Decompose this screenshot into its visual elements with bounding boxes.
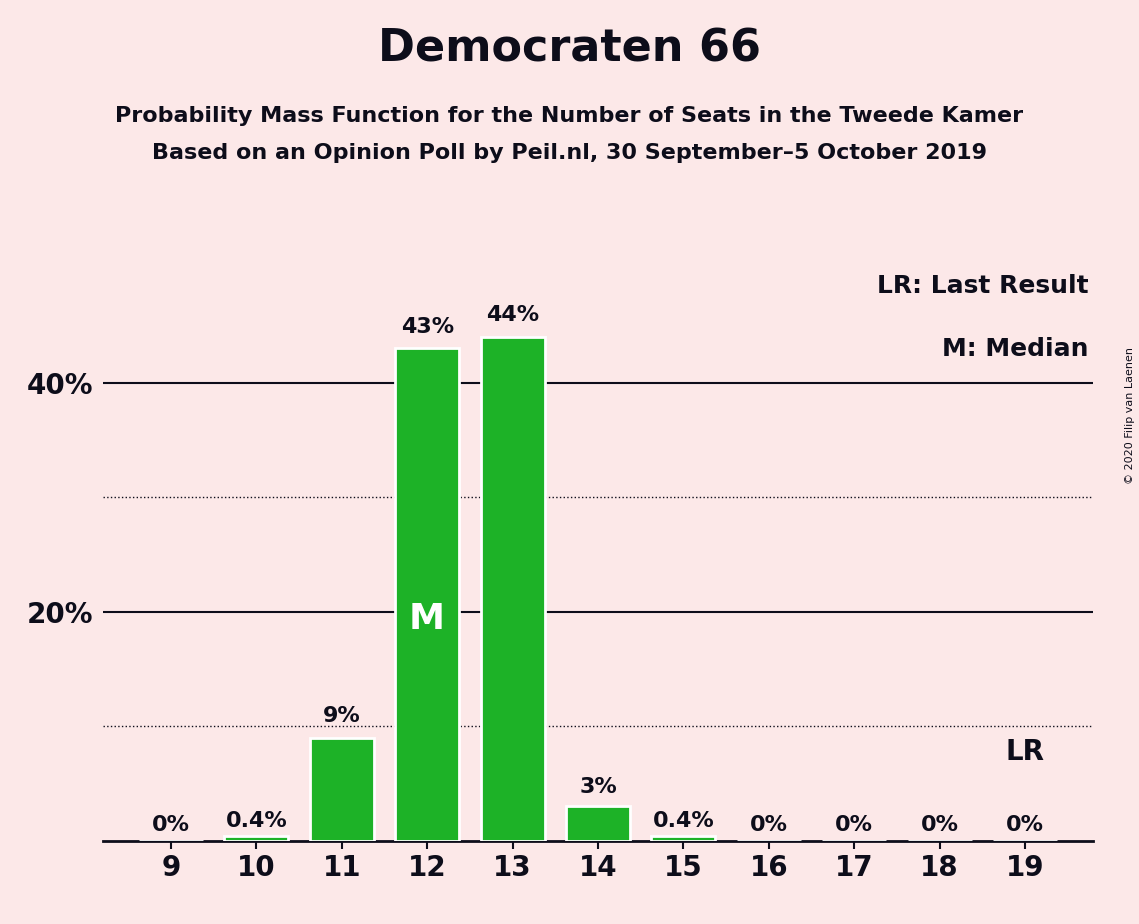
Text: Based on an Opinion Poll by Peil.nl, 30 September–5 October 2019: Based on an Opinion Poll by Peil.nl, 30 … xyxy=(151,143,988,164)
Bar xyxy=(481,336,544,841)
Bar xyxy=(395,348,459,841)
Text: 0%: 0% xyxy=(835,815,874,835)
Text: 0.4%: 0.4% xyxy=(653,810,714,831)
Text: 44%: 44% xyxy=(486,305,539,325)
Text: M: M xyxy=(409,602,445,636)
Text: 9%: 9% xyxy=(322,706,361,726)
Text: 0%: 0% xyxy=(1006,815,1044,835)
Text: Probability Mass Function for the Number of Seats in the Tweede Kamer: Probability Mass Function for the Number… xyxy=(115,106,1024,127)
Text: 0%: 0% xyxy=(749,815,788,835)
Text: LR: Last Result: LR: Last Result xyxy=(877,274,1089,298)
Bar xyxy=(310,737,374,841)
Text: 43%: 43% xyxy=(401,317,453,336)
Text: © 2020 Filip van Laenen: © 2020 Filip van Laenen xyxy=(1125,347,1134,484)
Bar xyxy=(224,836,288,841)
Text: M: Median: M: Median xyxy=(942,336,1089,360)
Bar xyxy=(652,836,715,841)
Text: Democraten 66: Democraten 66 xyxy=(378,28,761,71)
Text: 0.4%: 0.4% xyxy=(226,810,287,831)
Text: 0%: 0% xyxy=(920,815,959,835)
Text: 3%: 3% xyxy=(579,777,617,797)
Text: 0%: 0% xyxy=(151,815,190,835)
Bar xyxy=(566,807,630,841)
Text: LR: LR xyxy=(1006,738,1044,766)
